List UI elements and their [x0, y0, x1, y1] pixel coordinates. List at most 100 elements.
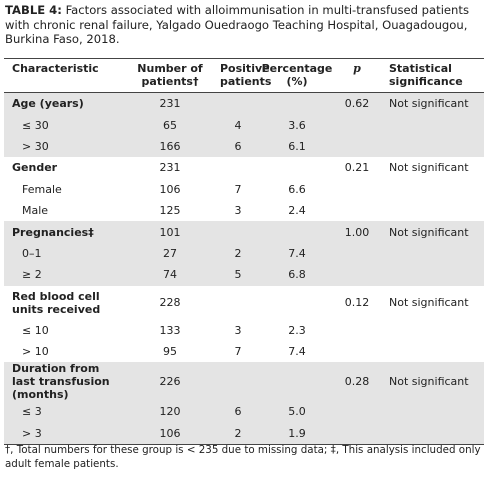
table-cell: [258, 157, 336, 178]
header-row: Characteristic Number of patients† Positiv…: [4, 58, 484, 93]
table-cell: 7: [234, 182, 242, 196]
table-cell: > 30: [4, 135, 122, 158]
table-cell: 3: [234, 323, 242, 337]
title-text: Factors associated with alloimmunisation…: [5, 3, 469, 46]
table-cell: 6: [218, 401, 258, 423]
column-header: Positive patients: [218, 58, 271, 93]
table-cell: [258, 362, 336, 402]
column-header: p: [336, 58, 378, 93]
table-cell: [336, 242, 378, 265]
table-cell: [378, 242, 484, 265]
table-cell: ≤ 3: [4, 401, 122, 423]
table-cell: 7.4: [258, 242, 336, 265]
table-row: Age (years) 231 0.62 Not significant: [4, 92, 484, 115]
table-cell: [218, 92, 258, 115]
table-cell: 6.6: [288, 182, 306, 196]
column-header: Statistical significance: [378, 58, 484, 93]
footnote: †, Total numbers for these group is < 23…: [5, 444, 481, 470]
table-cell: [378, 264, 484, 286]
table-cell: 1.9: [258, 422, 336, 446]
table-cell: 3: [234, 204, 242, 218]
table-cell: 231: [122, 92, 218, 115]
table-cell: 0.21: [344, 161, 370, 175]
table-cell: Not significant: [378, 92, 484, 115]
table-cell: Red blood cell units received: [12, 289, 101, 316]
table-cell: [378, 135, 484, 158]
table-cell: [258, 286, 336, 320]
table-cell: 95: [163, 345, 177, 359]
title-label: TABLE 4:: [5, 3, 62, 17]
table-cell: 1.00: [336, 221, 378, 243]
column-header: Number of patients†: [122, 58, 218, 93]
table-cell: 3.6: [258, 114, 336, 136]
table-cell: 74: [122, 264, 218, 286]
table-cell: [336, 135, 378, 158]
table-cell: 2: [218, 242, 258, 265]
table-cell: Age (years): [4, 92, 122, 115]
table-cell: Not significant: [378, 362, 484, 402]
table-cell: [378, 179, 484, 200]
table-row: Pregnancies‡ 101 1.00 Not significant: [4, 221, 484, 243]
table-cell: 101: [122, 221, 218, 243]
column-header: Characteristic: [4, 58, 122, 93]
table-cell: 5.0: [258, 401, 336, 423]
table-cell: [336, 264, 378, 286]
table-row: > 30 166 6 6.1: [4, 135, 484, 158]
table-cell: [218, 157, 258, 178]
table-row: 0–1 27 2 7.4: [4, 242, 484, 265]
table-cell: [336, 179, 378, 200]
table-cell: 4: [218, 114, 258, 136]
table-row: ≥ 2 74 5 6.8: [4, 264, 484, 286]
table-cell: 228: [159, 296, 181, 310]
table-row: Duration from last transfusion (months) 2…: [4, 362, 484, 402]
table-cell: 0.62: [336, 92, 378, 115]
table-row: ≤ 10 133 3 2.3: [4, 320, 484, 341]
table-cell: [378, 341, 484, 362]
table-cell: Male: [22, 204, 49, 218]
table-cell: 226: [122, 362, 218, 402]
table-cell: [336, 341, 378, 362]
table-cell: 2.4: [288, 204, 306, 218]
table-row: ≤ 3 120 6 5.0: [4, 401, 484, 423]
table-cell: 7.4: [288, 345, 306, 359]
table-row: > 3 106 2 1.9: [4, 422, 484, 446]
table-cell: 106: [159, 182, 181, 196]
table-row: Male 125 3 2.4: [4, 200, 484, 221]
table-cell: 106: [122, 422, 218, 446]
table-cell: [378, 320, 484, 341]
table-cell: Pregnancies‡: [4, 221, 122, 243]
table-cell: > 3: [4, 422, 122, 446]
table-cell: ≤ 30: [4, 114, 122, 136]
table-row: Gender 231 0.21 Not significant: [4, 157, 484, 178]
table-row: > 10 95 7 7.4: [4, 341, 484, 362]
table-cell: Not significant: [378, 221, 484, 243]
table-cell: 5: [218, 264, 258, 286]
table-cell: [378, 200, 484, 221]
table-cell: Not significant: [389, 161, 469, 175]
table-cell: [336, 422, 378, 446]
data-table: Characteristic Number of patients† Positiv…: [4, 58, 484, 446]
table-cell: 125: [159, 204, 181, 218]
table-cell: 166: [122, 135, 218, 158]
table-cell: [336, 320, 378, 341]
table-cell: [218, 286, 258, 320]
column-header: Percentage (%): [258, 58, 336, 93]
table-cell: 0–1: [4, 242, 122, 265]
table-cell: 27: [122, 242, 218, 265]
table-cell: [258, 92, 336, 115]
table-cell: 0.28: [336, 362, 378, 402]
table-cell: 6.1: [258, 135, 336, 158]
table-cell: 6.8: [258, 264, 336, 286]
table-cell: [378, 401, 484, 423]
table-cell: 65: [122, 114, 218, 136]
table-cell: 120: [122, 401, 218, 423]
table-cell: [336, 200, 378, 221]
table-cell: 0.12: [344, 296, 370, 310]
table-body: Age (years) 231 0.62 Not significant ≤ 30 65 4…: [4, 92, 484, 446]
table-cell: 133: [159, 323, 181, 337]
table-cell: [258, 221, 336, 243]
table-cell: ≥ 2: [4, 264, 122, 286]
table-cell: [336, 401, 378, 423]
table-cell: Duration from last transfusion (months): [4, 362, 122, 402]
